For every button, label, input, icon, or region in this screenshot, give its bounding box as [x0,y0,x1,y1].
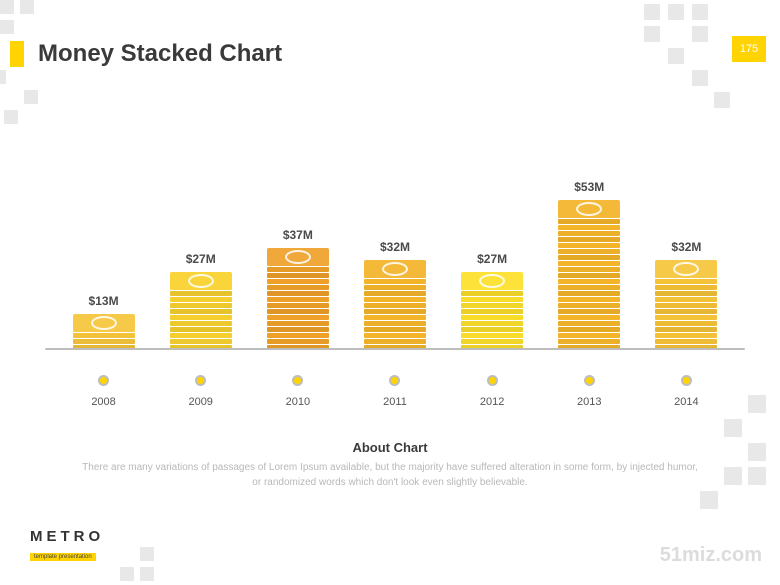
about-title: About Chart [80,440,700,455]
logo: METRO template presentation [30,528,104,563]
logo-subtitle: template presentation [30,553,96,561]
year-label: 2013 [577,396,601,408]
page-number-badge: 175 [732,36,766,62]
money-stack [655,260,717,350]
axis-line [45,348,745,350]
header: Money Stacked Chart [10,40,282,68]
year-label: 2012 [480,396,504,408]
money-stack [461,272,523,350]
money-stack [267,248,329,350]
bar-2008: $13M2008 [64,294,144,350]
bar-2014: $32M2014 [646,240,726,350]
value-label: $53M [574,180,604,194]
about-body: There are many variations of passages of… [80,461,700,490]
bar-2013: $53M2013 [549,180,629,350]
year-label: 2014 [674,396,698,408]
value-label: $27M [477,252,507,266]
axis-dot [98,375,109,386]
axis-dot [292,375,303,386]
year-label: 2009 [188,396,212,408]
axis-dot [389,375,400,386]
value-label: $27M [186,252,216,266]
axis-dot [681,375,692,386]
year-label: 2010 [286,396,310,408]
axis-dot [195,375,206,386]
value-label: $37M [283,228,313,242]
bar-2012: $27M2012 [452,252,532,350]
money-stack [170,272,232,350]
bar-2011: $32M2011 [355,240,435,350]
money-stack [73,314,135,350]
bar-2010: $37M2010 [258,228,338,350]
year-label: 2008 [91,396,115,408]
value-label: $13M [89,294,119,308]
axis-dot [584,375,595,386]
axis-dot [487,375,498,386]
page-title: Money Stacked Chart [38,40,282,68]
money-stacked-chart: $13M2008 $27M2009$37M2010$32M2011$27M2012… [55,160,735,380]
watermark: 51miz.com [660,544,762,567]
bar-2009: $27M2009 [161,252,241,350]
about-section: About Chart There are many variations of… [80,440,700,490]
money-stack [558,200,620,350]
year-label: 2011 [383,396,407,408]
logo-text: METRO [30,528,104,545]
money-stack [364,260,426,350]
value-label: $32M [671,240,701,254]
value-label: $32M [380,240,410,254]
title-accent [10,41,24,67]
